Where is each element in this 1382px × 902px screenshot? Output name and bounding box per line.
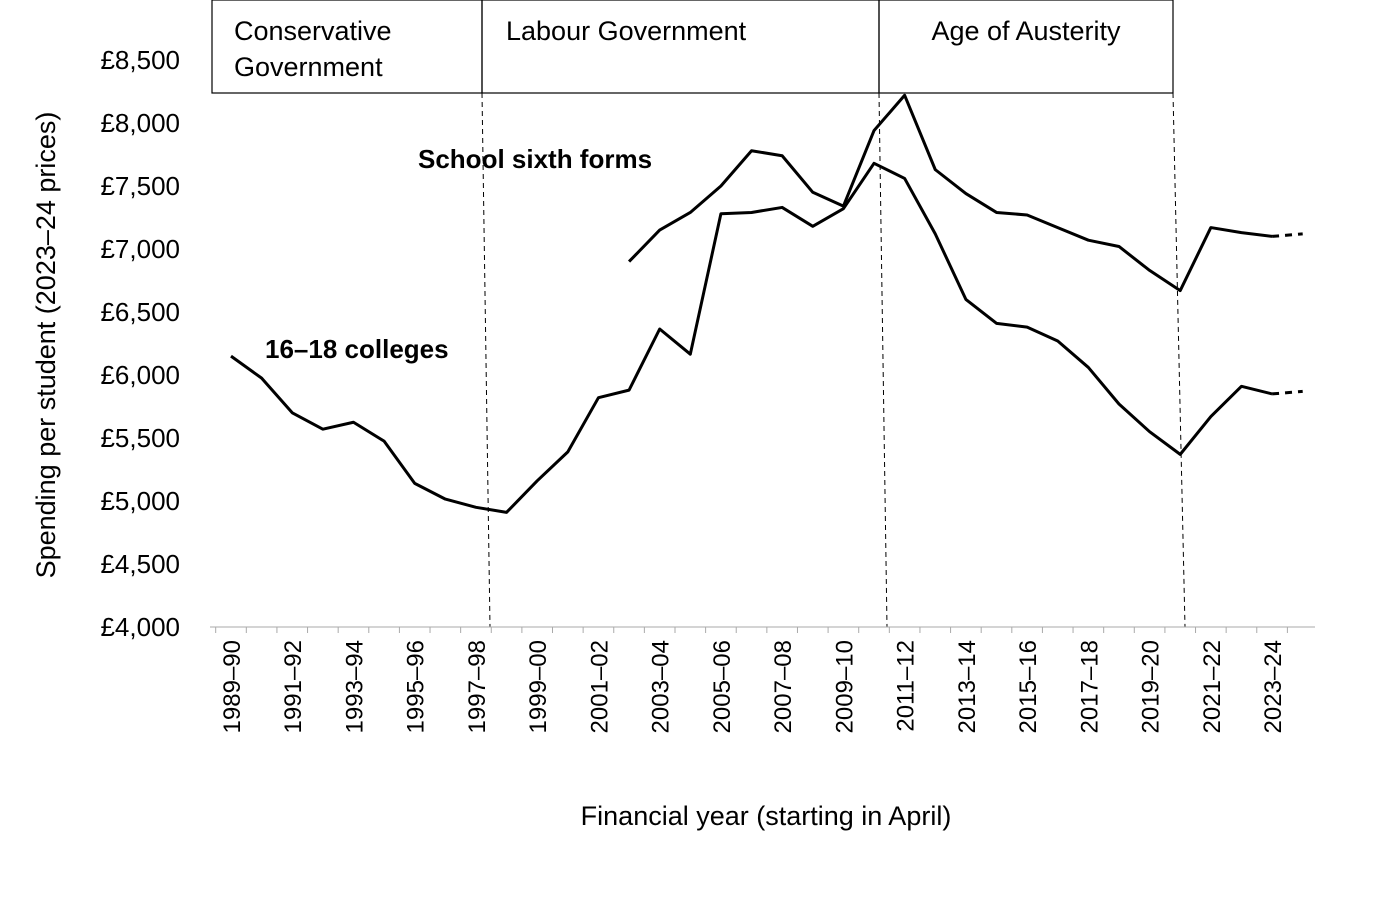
x-tick-label: 2023–24 bbox=[1260, 640, 1287, 733]
period-boxes bbox=[211, 0, 1174, 94]
annotation: 16–18 colleges bbox=[265, 334, 449, 364]
line-series-projection bbox=[1271, 389, 1303, 396]
x-tick-label: 1991–92 bbox=[280, 640, 307, 733]
period-box bbox=[481, 0, 880, 94]
x-tick-label: 2021–22 bbox=[1199, 640, 1226, 733]
y-tick-label: £4,500 bbox=[100, 549, 180, 579]
line-series bbox=[230, 161, 1273, 514]
x-tick-label: 2005–06 bbox=[709, 640, 736, 733]
annotation: School sixth forms bbox=[418, 144, 652, 174]
x-tick-label: 2015–16 bbox=[1015, 640, 1042, 733]
y-axis-label: Spending per student (2023–24 prices) bbox=[31, 112, 61, 579]
x-tick-label: 2001–02 bbox=[586, 640, 613, 733]
x-tick-label: 1995–96 bbox=[403, 640, 430, 733]
y-tick-label: £6,000 bbox=[100, 360, 180, 390]
x-tick-label: 2007–08 bbox=[770, 640, 797, 733]
x-tick-label: 2009–10 bbox=[831, 640, 858, 733]
x-tick-label: 2013–14 bbox=[954, 640, 981, 733]
period-divider bbox=[878, 92, 888, 628]
x-tick-label: 1999–00 bbox=[525, 640, 552, 733]
period-box bbox=[878, 0, 1174, 94]
y-tick-label: £8,500 bbox=[100, 45, 180, 75]
x-tick-label: 1993–94 bbox=[341, 640, 368, 733]
y-tick-label: £7,000 bbox=[100, 234, 180, 264]
period-label: Age of Austerity bbox=[931, 16, 1121, 46]
x-tick-label: 2003–04 bbox=[648, 640, 675, 733]
period-dividers bbox=[481, 92, 1186, 628]
y-tick-label: £7,500 bbox=[100, 171, 180, 201]
x-tick-label: 1989–90 bbox=[219, 640, 246, 733]
period-divider bbox=[1172, 92, 1186, 628]
period-label: Labour Government bbox=[506, 16, 747, 46]
x-tick-label: 2017–18 bbox=[1076, 640, 1103, 733]
y-tick-label: £6,500 bbox=[100, 297, 180, 327]
x-tick-label: 2011–12 bbox=[893, 640, 920, 732]
y-tick-label: £8,000 bbox=[100, 108, 180, 138]
line-series bbox=[627, 93, 1273, 293]
x-axis-label: Financial year (starting in April) bbox=[581, 801, 952, 831]
line-series-projection bbox=[1271, 232, 1303, 238]
y-tick-label: £5,500 bbox=[100, 423, 180, 453]
y-tick-label: £5,000 bbox=[100, 486, 180, 516]
period-label: Conservative Government bbox=[234, 16, 392, 82]
x-tick-label: 2019–20 bbox=[1138, 640, 1165, 733]
x-tick-label: 1997–98 bbox=[464, 640, 491, 733]
y-tick-label: £4,000 bbox=[100, 612, 180, 642]
period-divider bbox=[481, 92, 491, 628]
